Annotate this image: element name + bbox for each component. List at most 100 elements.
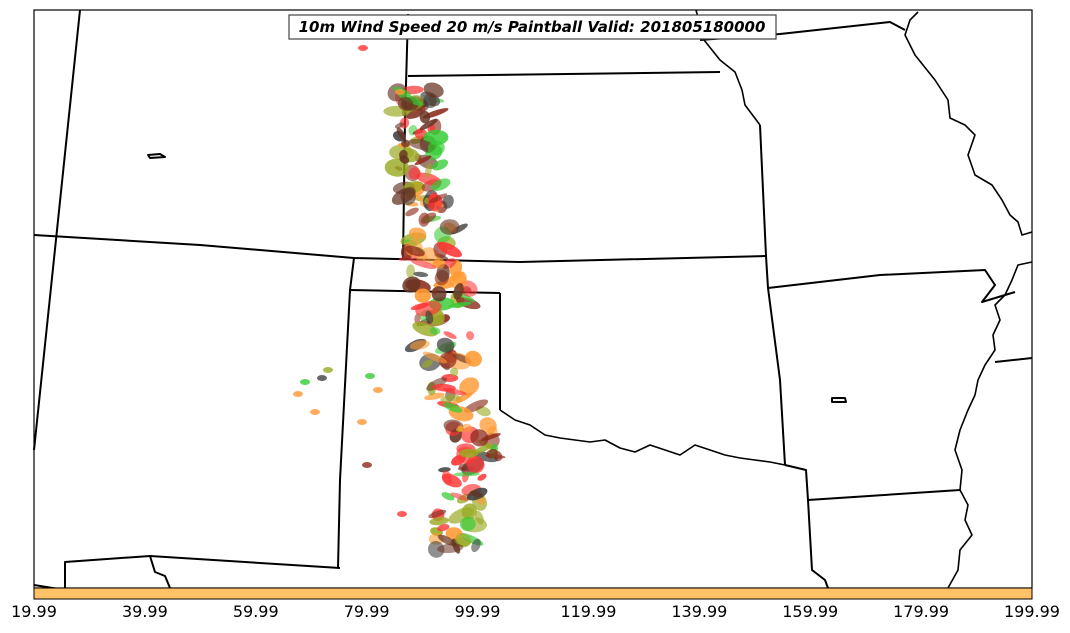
paint-blob — [459, 377, 480, 396]
paint-blob — [422, 351, 448, 364]
paint-blob — [437, 543, 464, 554]
paint-blob — [391, 187, 416, 205]
paint-blob — [437, 241, 462, 258]
paint-blob — [441, 470, 453, 486]
paint-blob — [396, 127, 406, 141]
border-tx-east — [784, 464, 829, 589]
colorbar-tick-label: 19.99 — [11, 602, 57, 621]
colorbar-tick-label: 79.99 — [344, 602, 390, 621]
title-box: 10m Wind Speed 20 m/s Paintball Valid: 2… — [288, 14, 777, 40]
paint-blob — [300, 379, 310, 385]
paint-blob — [429, 516, 449, 526]
paint-blob — [310, 409, 320, 415]
state-borders — [33, 9, 1033, 591]
paint-blob — [373, 387, 383, 393]
paint-blob — [459, 448, 479, 458]
paint-blob — [357, 419, 367, 425]
paint-blob — [443, 402, 463, 413]
paint-blob — [453, 283, 464, 300]
paint-blob — [414, 288, 432, 303]
paint-blob — [414, 155, 432, 166]
colorbar-tick-label: 119.99 — [560, 602, 616, 621]
paint-blob — [439, 219, 460, 235]
paint-blob — [419, 118, 438, 131]
paint-blob — [425, 310, 434, 324]
lake-west — [147, 153, 166, 159]
paint-blob — [438, 351, 457, 369]
paint-blob — [452, 392, 474, 405]
paint-blob — [431, 178, 451, 191]
colorbar-tick-label: 139.99 — [671, 602, 727, 621]
paint-blob — [431, 286, 447, 302]
paint-blob — [405, 207, 419, 217]
paint-blob — [413, 271, 429, 278]
paintball-blobs — [293, 45, 506, 558]
paint-blob — [406, 107, 426, 119]
colorbar-tick-label: 179.99 — [893, 602, 949, 621]
paint-blob — [395, 89, 405, 95]
paint-blob — [404, 245, 425, 257]
river-mississippi-south — [947, 261, 1033, 589]
colorbar-tick-label: 199.99 — [1004, 602, 1060, 621]
paint-blob — [465, 350, 482, 367]
colorbar-tick-label: 59.99 — [233, 602, 279, 621]
paint-blob — [419, 110, 431, 124]
paint-blob — [426, 377, 448, 391]
border-ks-mo — [759, 124, 769, 289]
paint-blob — [420, 212, 437, 224]
border-tx-nm — [149, 555, 341, 569]
paint-blob — [469, 490, 483, 498]
paint-blob — [406, 264, 416, 279]
paint-blob — [437, 534, 457, 546]
paint-blob — [429, 327, 441, 335]
paint-blob — [408, 227, 427, 240]
paint-blob — [358, 45, 368, 51]
paint-blob — [423, 129, 449, 146]
border-nevada — [33, 9, 81, 451]
paint-blob — [432, 159, 449, 171]
colorbar-tick-label: 159.99 — [782, 602, 838, 621]
paint-blob — [460, 516, 476, 532]
paint-blob — [436, 337, 455, 353]
paint-blob — [454, 532, 472, 548]
paint-blob — [424, 392, 445, 401]
paint-blob — [427, 540, 445, 558]
paint-blob — [402, 276, 421, 293]
paint-blob — [471, 538, 481, 553]
paint-blob — [394, 122, 405, 129]
paint-blob — [323, 367, 333, 373]
paint-blob — [463, 399, 489, 413]
colorbar-tick-label: 99.99 — [455, 602, 501, 621]
paint-blob — [458, 463, 468, 471]
paint-blob — [448, 301, 472, 308]
paint-blob — [362, 462, 372, 468]
paint-blob — [425, 162, 432, 178]
paint-blob — [443, 331, 457, 339]
paint-blob — [317, 375, 327, 381]
paint-blob — [365, 373, 375, 379]
paint-blob — [442, 194, 454, 209]
paint-blob — [399, 149, 408, 160]
paint-blob — [409, 340, 430, 350]
border-tn — [994, 357, 1033, 363]
paint-blob — [450, 492, 469, 501]
border-ok-ar — [767, 287, 786, 466]
paint-blob — [397, 511, 407, 517]
colorbar: 19.99 39.99 59.99 79.99 99.99 119.99 139.99 159… — [11, 587, 1060, 621]
chart-title: 10m Wind Speed 20 m/s Paintball Valid: 2… — [299, 18, 766, 36]
border-ar-la — [807, 489, 961, 501]
paint-blob — [293, 391, 303, 397]
border-ne-ks — [407, 71, 721, 77]
border-co-west — [337, 257, 355, 569]
paint-blob — [457, 425, 464, 432]
paint-blob — [470, 429, 489, 447]
paint-blob — [433, 257, 446, 269]
paint-blob — [397, 97, 414, 111]
paint-blob — [453, 471, 480, 477]
paint-blob — [427, 140, 445, 156]
paint-blob — [449, 367, 459, 377]
paint-blob — [466, 455, 485, 474]
paint-blob — [421, 359, 433, 368]
map-background — [34, 10, 1032, 588]
